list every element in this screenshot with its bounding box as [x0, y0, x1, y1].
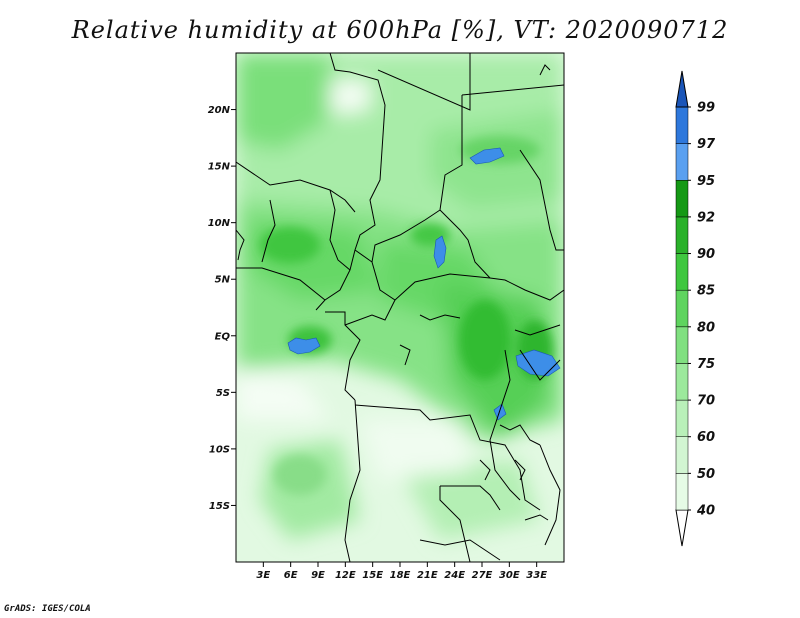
colorbar-label: 92: [697, 210, 715, 225]
colorbar-segment: [675, 473, 689, 511]
colorbar-lower-arrow: [675, 509, 689, 547]
colorbar-label: 60: [697, 430, 715, 445]
lat-tick-label: 10S: [209, 444, 230, 455]
lon-tick-label: 21E: [417, 570, 438, 581]
lat-tick-label: 5S: [216, 388, 230, 399]
lon-tick-label: 30E: [499, 570, 520, 581]
lon-tick-label: 3E: [256, 570, 270, 581]
country-borders: [236, 53, 564, 562]
lat-tick-label: 10N: [208, 218, 231, 229]
lat-tick-label: EQ: [215, 331, 231, 342]
colorbar: 40 50 60 70 75 80 85 90 92 95 97 99: [675, 70, 716, 547]
colorbar-segment: [675, 106, 689, 144]
colorbar-label: 99: [697, 101, 715, 116]
colorbar-segment: [675, 326, 689, 364]
colorbar-segment: [675, 363, 689, 401]
latitude-axis: 20N 15N 10N 5N EQ 5S 10S 15S: [208, 105, 236, 512]
colorbar-segment: [675, 436, 689, 474]
lat-tick-label: 15N: [208, 162, 231, 173]
colorbar-segment: [675, 289, 689, 328]
colorbar-label: 85: [697, 284, 715, 299]
lon-tick-label: 15E: [362, 570, 383, 581]
longitude-axis: 3E 6E 9E 12E 15E 18E 21E 24E 27E 30E 33E: [256, 562, 547, 581]
lon-tick-label: 33E: [526, 570, 547, 581]
colorbar-segment: [675, 180, 689, 218]
software-credit: GrADS: IGES/COLA: [4, 604, 91, 614]
colorbar-label: 40: [696, 504, 715, 519]
colorbar-label: 97: [697, 137, 716, 152]
lat-tick-label: 15S: [209, 501, 230, 512]
colorbar-segment: [675, 143, 689, 181]
lon-tick-label: 18E: [390, 570, 411, 581]
colorbar-label: 80: [697, 320, 715, 335]
map-title: Relative humidity at 600hPa [%], VT: 202…: [71, 16, 729, 44]
lon-tick-label: 12E: [335, 570, 356, 581]
colorbar-segment: [675, 216, 689, 254]
colorbar-label: 75: [697, 357, 715, 372]
lon-tick-label: 9E: [311, 570, 325, 581]
lat-tick-label: 5N: [215, 275, 231, 286]
lon-tick-label: 24E: [444, 570, 465, 581]
humidity-field: [236, 53, 564, 562]
lon-tick-label: 6E: [284, 570, 298, 581]
colorbar-label: 50: [697, 467, 715, 482]
colorbar-segment: [675, 399, 689, 437]
lon-tick-label: 27E: [472, 570, 493, 581]
colorbar-label: 70: [697, 394, 715, 409]
colorbar-segment: [675, 253, 689, 291]
colorbar-label: 90: [697, 247, 715, 262]
colorbar-upper-arrow: [675, 70, 689, 108]
colorbar-label: 95: [697, 174, 715, 189]
lat-tick-label: 20N: [208, 105, 231, 116]
humidity-peaks: [287, 147, 561, 421]
